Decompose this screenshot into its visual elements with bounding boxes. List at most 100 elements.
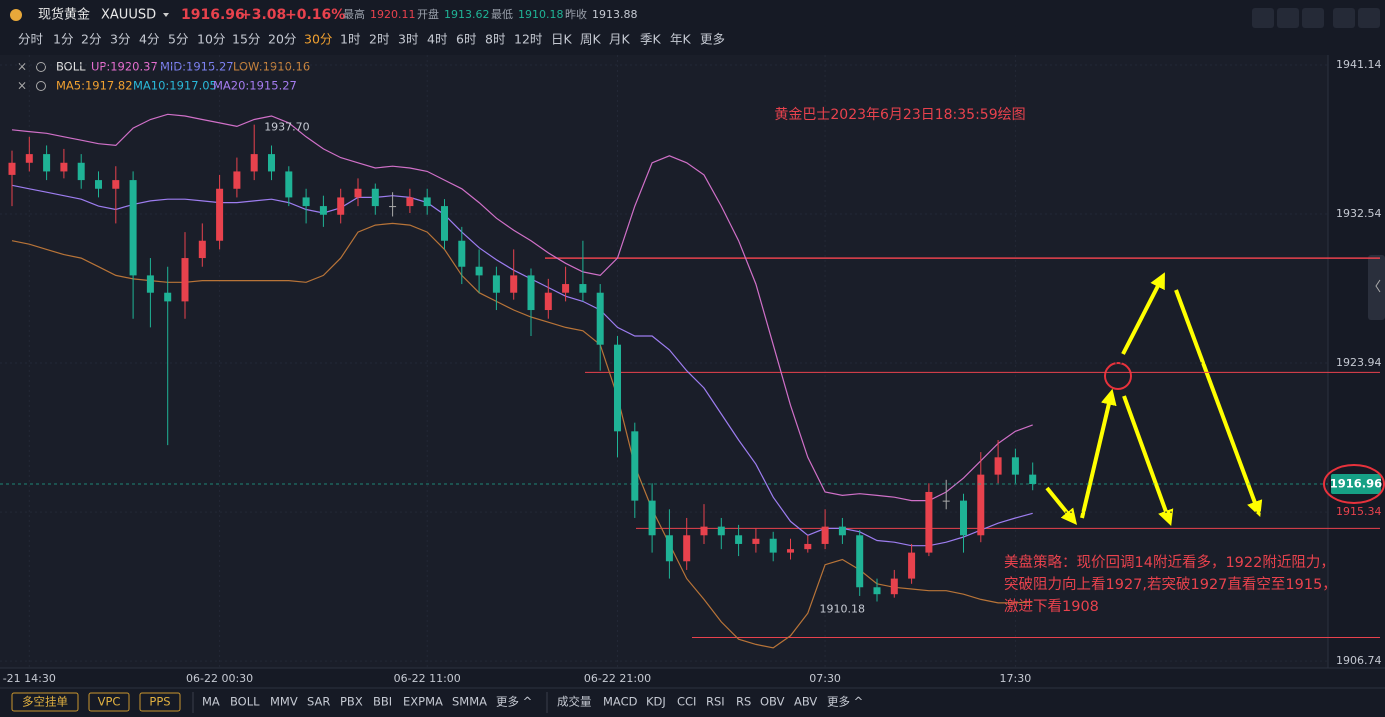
period-tab[interactable]: 4时 [427,32,448,47]
period-tab[interactable]: 月K [609,32,631,47]
highlight-ellipse [1323,463,1385,504]
drawing-arrows [1045,272,1263,527]
toolbar-button-label: VPC [98,695,121,709]
candle-body [890,578,898,595]
toolbar-button[interactable] [11,692,79,712]
boll-line [11,113,1033,502]
candle-body [233,171,241,189]
candle-body [700,526,708,536]
period-tab[interactable]: 12时 [514,32,543,47]
top-icons[interactable] [1252,8,1380,28]
period-tab[interactable]: 分时 [18,32,44,47]
y-tick-label: 1932.54 [1336,207,1382,220]
candle-body [216,188,224,241]
candle-body [804,543,812,550]
period-tab[interactable]: 2时 [369,32,390,47]
header-high-label: 最高 [343,7,365,21]
period-tab[interactable]: 日K [551,32,573,47]
indicator-tab[interactable]: OBV [760,695,785,709]
indicator-tab[interactable]: ABV [794,695,817,709]
tool-icon[interactable] [1277,8,1299,28]
candle-body [164,292,172,302]
x-tick-label: 06-22 11:00 [394,672,461,685]
candle-body [787,549,794,553]
candle-body [838,526,846,536]
period-tab[interactable]: 3分 [110,32,130,47]
candle-body [942,500,950,502]
legend-item: LOW:1910.16 [233,60,310,74]
indicator-tab[interactable]: BOLL [230,695,260,709]
candle-body [873,587,881,595]
period-tab[interactable]: 30分 [304,32,332,47]
candle-body [562,284,570,293]
candle-body [319,206,327,215]
candle-body [95,180,102,189]
indicator-tab[interactable]: CCI [677,695,696,709]
candle-body [43,154,51,172]
candle-body [527,275,535,311]
period-tab[interactable]: 10分 [197,32,225,47]
period-tab[interactable]: 季K [640,32,662,47]
indicator-tab[interactable]: 成交量 [557,695,592,709]
period-tab[interactable]: 6时 [456,32,477,47]
settings-icon [36,81,46,91]
indicator-tab[interactable]: RSI [706,695,725,709]
toolbar-button[interactable] [88,692,130,712]
tool-icon[interactable] [1358,8,1380,28]
candle-body [492,275,500,293]
indicator-tab[interactable]: 更多 ^ [496,695,532,709]
y-tick-label: 1915.34 [1336,505,1382,518]
legend-item: UP:1920.37 [91,60,158,74]
period-tab[interactable]: 2分 [81,32,101,47]
indicator-tab[interactable]: 更多 ^ [827,695,863,709]
period-tab[interactable]: 1分 [53,32,73,47]
period-tab[interactable]: 年K [670,32,692,47]
toolbar-button[interactable] [139,692,181,712]
period-tab[interactable]: 1时 [340,32,361,47]
candle-body [25,154,33,163]
indicator-tab[interactable]: EXPMA [403,695,443,709]
header-price: 1916.96 [181,7,245,23]
indicator-tab[interactable]: MACD [603,695,638,709]
candle-body [475,266,483,276]
indicator-tab[interactable]: MMV [270,695,298,709]
indicator-tab[interactable]: SMMA [452,695,487,709]
period-tab[interactable]: 3时 [398,32,419,47]
tool-icon[interactable] [1302,8,1324,28]
header-symbol-name: 现货黄金 [38,7,90,23]
legend-item: BOLL [56,60,86,74]
period-tab[interactable]: 20分 [268,32,296,47]
highlight-circle [1104,362,1132,390]
toolbar-button-label: PPS [149,695,170,709]
indicator-tab[interactable]: MA [202,695,220,709]
x-tick-label: 17:30 [1000,672,1032,685]
candle-body [1011,457,1019,475]
period-tab[interactable]: 4分 [139,32,159,47]
toolbar-button-label: 多空挂单 [22,695,68,709]
period-tab[interactable]: 更多 [700,32,725,47]
period-tab[interactable]: 8时 [485,32,506,47]
period-tab[interactable]: 15分 [232,32,260,47]
indicator-tab[interactable]: BBI [373,695,392,709]
candle-body [735,535,743,544]
header-low-label: 最低 [491,8,513,21]
candle-body [458,240,466,267]
period-tab[interactable]: 5分 [168,32,188,47]
indicator-tab[interactable]: KDJ [646,695,666,709]
legend-item: MA20:1915.27 [213,79,297,93]
candle-body [614,344,621,432]
indicator-tab[interactable]: RS [736,695,751,709]
max-label: 1937.70 [264,121,310,134]
x-tick-label: 06-22 21:00 [584,672,651,685]
candle-body [198,240,206,259]
x-tick-label: 06-22 00:30 [186,672,253,685]
indicator-tab[interactable]: PBX [340,695,363,709]
period-tab[interactable]: 周K [580,32,602,47]
candle-body [112,180,120,189]
settings-icon [36,62,46,72]
tool-icon[interactable] [1252,8,1274,28]
candle-body [925,491,933,553]
indicator-tab[interactable]: SAR [307,695,330,709]
candle-body [268,154,275,172]
tool-icon[interactable] [1333,8,1355,28]
